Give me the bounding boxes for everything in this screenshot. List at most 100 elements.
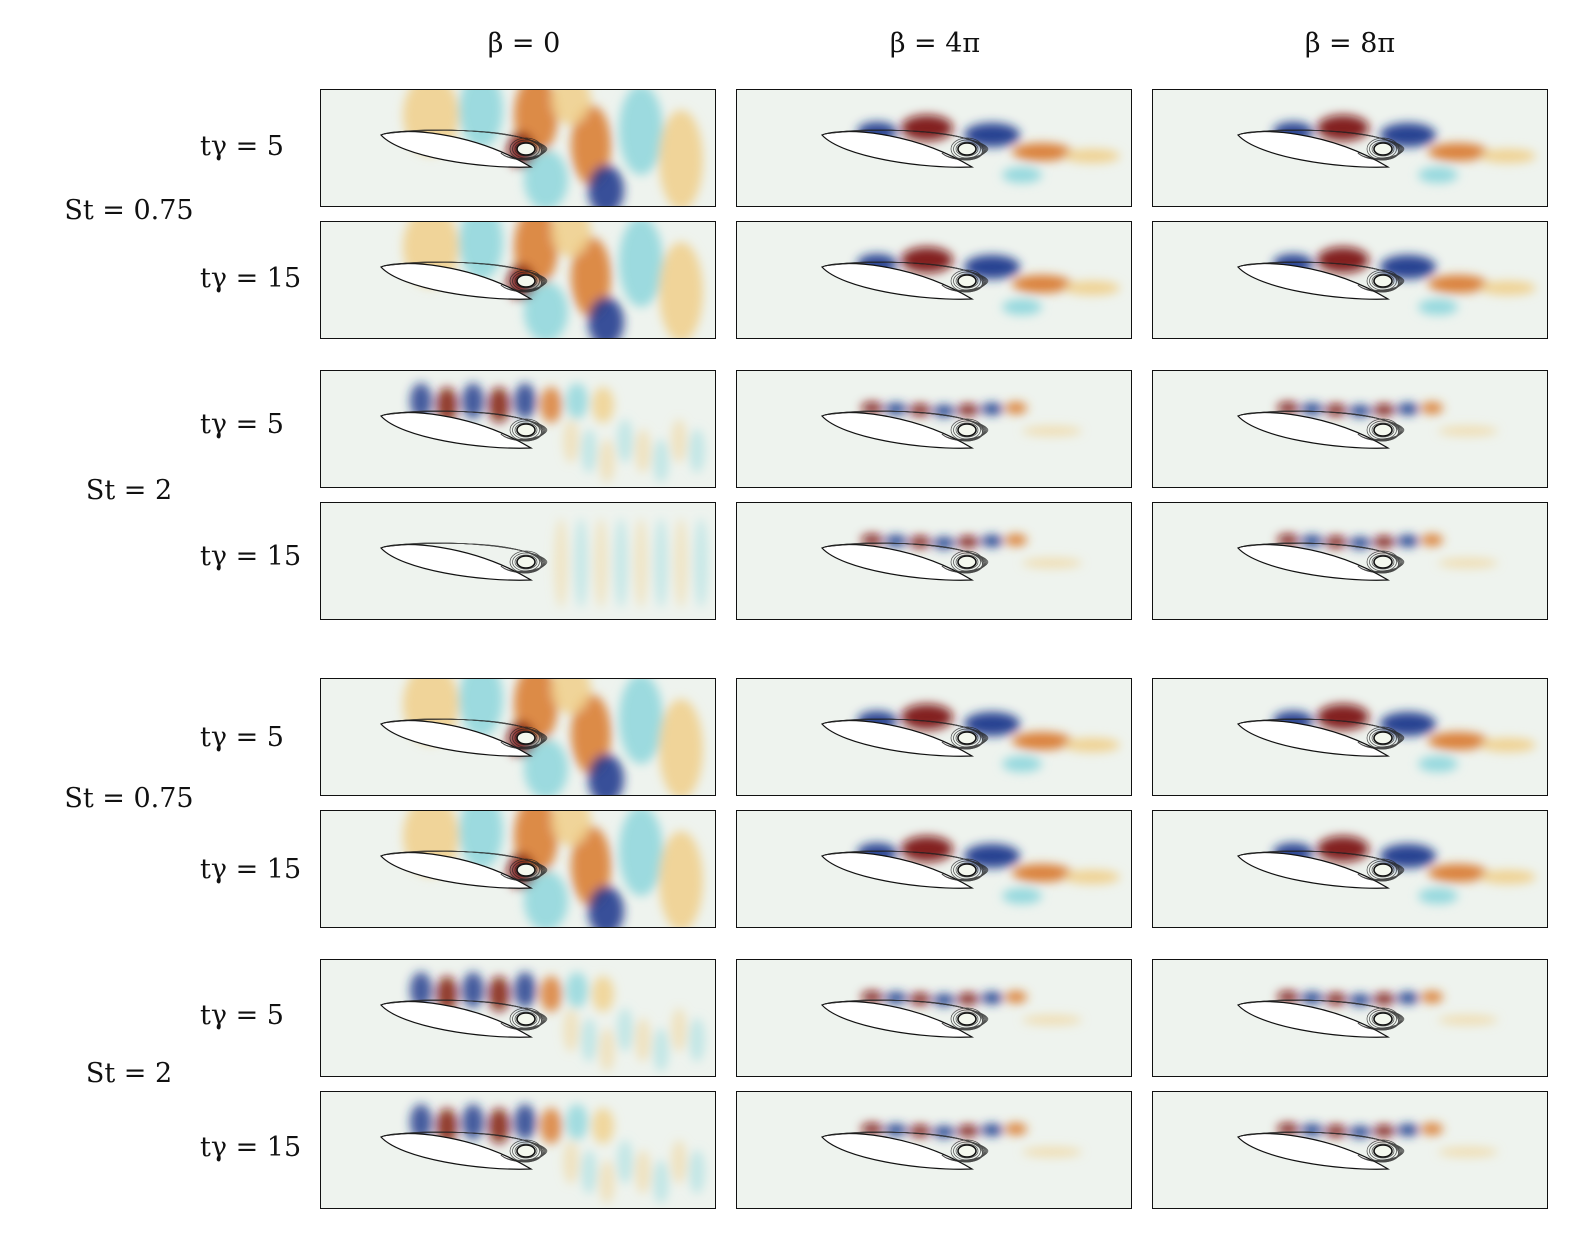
vorticity-field-plot [379,518,708,608]
flow-panel [1152,678,1548,796]
airfoil [1236,544,1391,581]
vorticity-field-plot [1236,1123,1498,1170]
flow-panel [736,370,1132,488]
airfoil [820,720,975,757]
flow-panel [1152,502,1548,620]
airfoil [379,544,534,581]
column-header-beta-8pi: β = 8π [1304,28,1396,59]
column-header-beta-0: β = 0 [487,28,561,59]
group-label-st-075-b: St = 0.75 [64,783,194,814]
flow-panel [320,370,716,488]
vorticity-field-plot [820,247,1120,315]
flow-panel [320,678,716,796]
vorticity-field-plot [820,115,1120,183]
airfoil [820,263,975,300]
flow-panel [1152,221,1548,339]
row-label-3: tγ = 15 [200,541,302,572]
column-header-beta-4pi: β = 4π [889,28,981,59]
airfoil [820,1133,975,1170]
streamlines [382,999,548,1031]
airfoil [820,544,975,581]
streamlines [1239,850,1405,882]
streamlines [1239,261,1405,293]
airfoil [1236,263,1391,300]
airfoil [1236,131,1391,168]
streamlines [823,718,989,750]
airfoil [379,412,534,449]
streamlines [823,129,989,161]
flow-panel [320,810,716,928]
streamlines [823,261,989,293]
row-label-6: tγ = 5 [200,1000,284,1031]
streamlines [1239,999,1405,1031]
streamlines [823,1131,989,1163]
row-label-1: tγ = 15 [200,263,302,294]
flow-panel [1152,370,1548,488]
streamlines [382,850,548,882]
flow-panel [320,221,716,339]
airfoil [379,1001,534,1038]
row-label-5: tγ = 15 [200,854,302,885]
vorticity-field-plot [379,679,703,795]
row-label-0: tγ = 5 [200,131,284,162]
vorticity-field-plot [1236,836,1536,904]
airfoil [820,1001,975,1038]
group-label-st-2-b: St = 2 [85,1058,173,1089]
airfoil [820,412,975,449]
vorticity-field-plot [1236,247,1536,315]
vorticity-field-plot [1236,991,1498,1038]
flow-panel [320,959,716,1077]
vorticity-field-plot [379,222,703,338]
streamlines [382,718,548,750]
vorticity-field-plot [1236,402,1498,449]
streamlines [823,999,989,1031]
flow-panel [320,89,716,207]
airfoil [1236,1001,1391,1038]
vorticity-field-plot [379,90,703,206]
vorticity-field-plot [379,972,705,1072]
streamlines [382,1131,548,1163]
airfoil [379,1133,534,1170]
streamlines [382,129,548,161]
streamlines [823,542,989,574]
flow-panel [1152,810,1548,928]
flow-panel [736,1091,1132,1209]
flow-panel [736,959,1132,1077]
row-label-2: tγ = 5 [200,409,284,440]
flow-panel [320,1091,716,1209]
vorticity-field-plot [820,1123,1082,1170]
streamlines [382,261,548,293]
group-label-st-075-a: St = 0.75 [64,195,194,226]
airfoil [1236,1133,1391,1170]
airfoil [820,852,975,889]
streamlines [1239,410,1405,442]
vorticity-field-plot [820,704,1120,772]
vorticity-field-plot [820,991,1082,1038]
flow-panel [736,89,1132,207]
streamlines [823,850,989,882]
vorticity-field-plot [379,383,705,483]
airfoil [820,131,975,168]
airfoil [1236,412,1391,449]
airfoil [1236,852,1391,889]
group-label-st-2-a: St = 2 [85,475,173,506]
streamlines [1239,129,1405,161]
flow-panel [1152,89,1548,207]
vorticity-field-plot [1236,534,1498,581]
flow-panel [736,810,1132,928]
flow-panel [1152,959,1548,1077]
flow-panel [736,678,1132,796]
flow-panel [320,502,716,620]
vorticity-field-plot [379,811,703,927]
vorticity-field-plot [1236,704,1536,772]
vorticity-field-plot [1236,115,1536,183]
flow-panel [736,221,1132,339]
airfoil [1236,720,1391,757]
vorticity-field-plot [379,1104,705,1204]
streamlines [1239,718,1405,750]
streamlines [823,410,989,442]
vorticity-field-plot [820,402,1082,449]
flow-panel [736,502,1132,620]
flow-panel [1152,1091,1548,1209]
vorticity-field-plot [820,836,1120,904]
